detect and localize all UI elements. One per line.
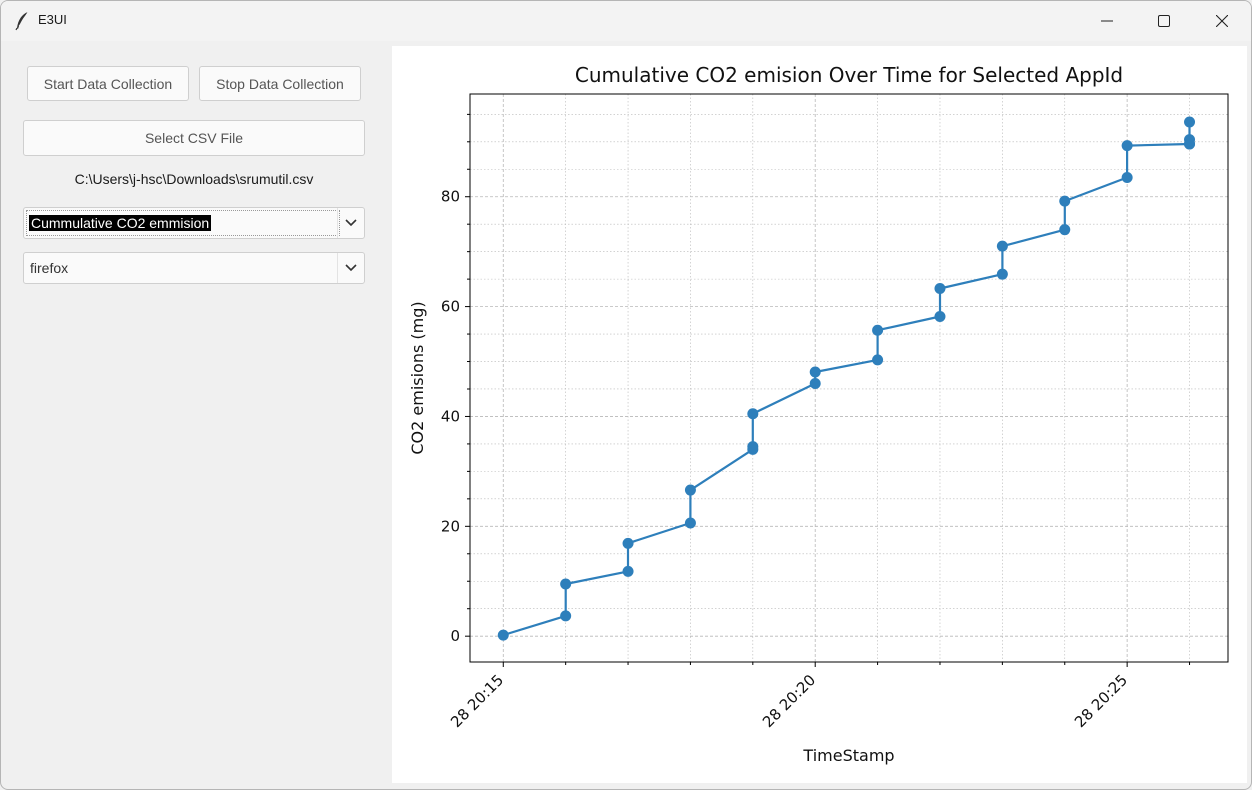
y-tick-label: 40 <box>441 407 460 425</box>
x-axis-label: TimeStamp <box>802 746 894 765</box>
data-point <box>622 565 634 577</box>
y-tick-label: 60 <box>441 298 460 316</box>
data-point <box>872 354 884 366</box>
data-point <box>747 408 759 420</box>
x-tick-label: 28 20:20 <box>759 671 819 731</box>
select-csv-button[interactable]: Select CSV File <box>23 120 365 156</box>
focus-ring <box>26 210 340 236</box>
x-tick-label: 28 20:25 <box>1071 671 1131 731</box>
app-select-value: firefox <box>30 260 69 276</box>
data-point <box>809 377 821 389</box>
data-point <box>996 268 1008 280</box>
series-cumulative-co2 <box>497 116 1196 641</box>
maximize-button[interactable] <box>1135 1 1193 41</box>
data-point <box>560 578 572 590</box>
axes-frame <box>469 93 1229 663</box>
data-point <box>872 324 884 336</box>
window-title: E3UI <box>38 12 67 27</box>
minimize-icon <box>1101 15 1113 27</box>
metric-select-value: Cummulative CO2 emmision <box>29 215 212 231</box>
app-select[interactable]: firefox <box>23 252 365 284</box>
stop-data-collection-button[interactable]: Stop Data Collection <box>199 66 361 101</box>
chart-title: Cumulative CO2 emision Over Time for Sel… <box>575 63 1123 87</box>
y-tick-label: 20 <box>441 517 460 535</box>
data-point <box>1184 116 1196 128</box>
close-button[interactable] <box>1193 1 1251 41</box>
data-point <box>497 629 509 641</box>
title-bar[interactable]: E3UI <box>1 1 1251 41</box>
series-line <box>502 120 1191 637</box>
start-data-collection-button[interactable]: Start Data Collection <box>27 66 189 101</box>
csv-path-label: C:\Users\j-hsc\Downloads\srumutil.csv <box>74 171 314 187</box>
co2-chart: 28 20:15 28 20:20 28 20:25 0 20 40 60 80 Cumula… <box>408 63 1229 765</box>
data-point <box>996 240 1008 252</box>
data-point <box>684 484 696 496</box>
data-point <box>1121 140 1133 152</box>
data-point <box>934 310 946 322</box>
data-point <box>622 537 634 549</box>
x-tick-label: 28 20:15 <box>447 671 507 731</box>
data-point <box>1184 138 1196 150</box>
feather-icon <box>15 11 31 31</box>
close-icon <box>1216 15 1228 27</box>
maximize-icon <box>1158 15 1170 27</box>
chevron-down-icon[interactable] <box>337 208 364 238</box>
data-point <box>1121 171 1133 183</box>
data-point <box>684 517 696 529</box>
y-tick-label: 0 <box>450 627 460 645</box>
y-tick-label: 80 <box>441 188 460 206</box>
data-point <box>934 282 946 294</box>
data-point <box>1059 224 1071 236</box>
chart-panel: 28 20:15 28 20:20 28 20:25 0 20 40 60 80 Cumula… <box>392 46 1247 783</box>
y-axis-label: CO2 emisions (mg) <box>408 301 427 454</box>
metric-select[interactable]: Cummulative CO2 emmision <box>23 207 365 239</box>
data-point <box>747 441 759 453</box>
data-point <box>560 610 572 622</box>
grid <box>470 94 1228 662</box>
chevron-down-icon[interactable] <box>337 253 364 283</box>
minimize-button[interactable] <box>1078 1 1136 41</box>
control-panel: Start Data Collection Stop Data Collecti… <box>1 41 391 789</box>
data-point <box>1059 195 1071 207</box>
data-point <box>809 366 821 378</box>
